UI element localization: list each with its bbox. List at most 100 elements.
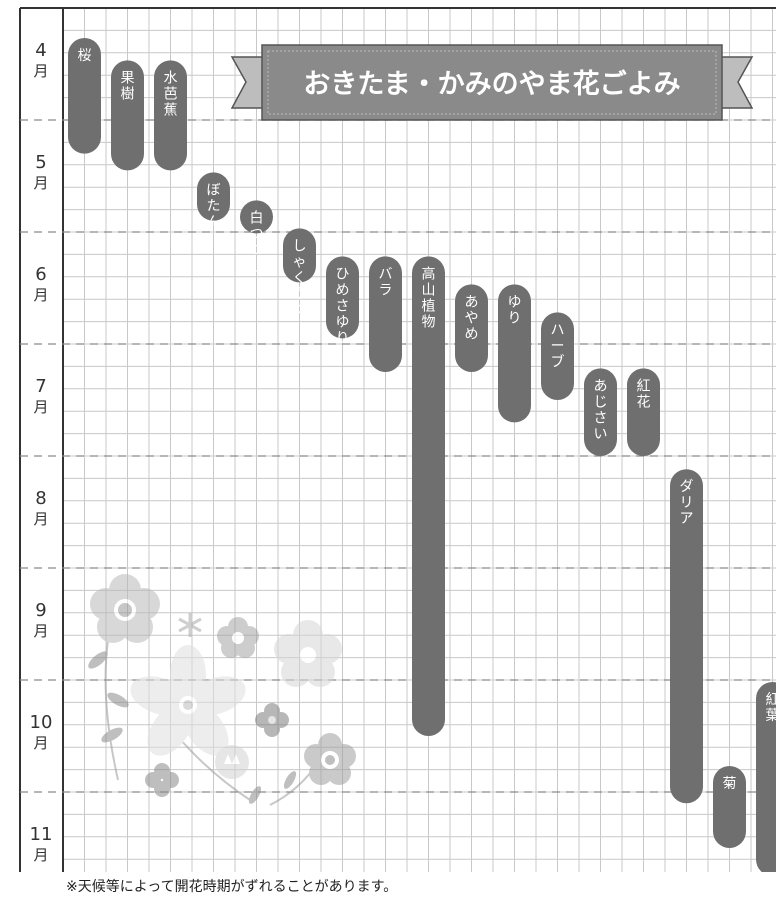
bloom-bar-label: バ	[379, 266, 393, 282]
bloom-bar-group: 水芭蕉	[154, 60, 187, 171]
bloom-bar	[627, 368, 660, 456]
bloom-bar-label: あ	[594, 378, 608, 394]
bloom-bar-label: ー	[551, 338, 565, 354]
bloom-bar-label: 桜	[78, 48, 92, 64]
bloom-bar	[713, 766, 746, 848]
bloom-bar-label: や	[465, 310, 479, 326]
bloom-bar-label: ひ	[336, 266, 350, 282]
bloom-bar-label: め	[336, 282, 350, 298]
bloom-bar-group: 紅葉	[756, 682, 776, 876]
footnote: ※天候等によって開花時期がずれることがあります。	[66, 878, 397, 895]
bloom-bar	[283, 228, 316, 283]
month-number: 9	[35, 600, 46, 621]
flower-decoration-icon	[88, 574, 356, 806]
bloom-bar-label: 物	[422, 314, 436, 330]
month-number: 11	[30, 824, 53, 845]
bloom-bar	[369, 256, 402, 372]
bloom-bar-label: ダ	[680, 479, 694, 495]
bloom-bar-label: 白	[250, 210, 264, 226]
bloom-bar-label: ラ	[379, 282, 393, 298]
bloom-bar-group: ぼたん	[197, 172, 230, 230]
chart-title: おきたま・かみのやま花ごよみ	[303, 68, 680, 100]
month-unit: 月	[33, 62, 48, 80]
month-unit: 月	[33, 174, 48, 192]
bloom-bar-group: ゆり	[498, 284, 531, 423]
bloom-bar-label: り	[336, 330, 350, 346]
bloom-bar-label: 植	[422, 298, 436, 314]
bloom-bar-label: い	[594, 426, 608, 442]
month-unit: 月	[33, 286, 48, 304]
bloom-bar-label: り	[508, 310, 522, 326]
month-number: 7	[35, 376, 46, 397]
month-unit: 月	[33, 398, 48, 416]
bloom-bar-group: 果樹	[111, 60, 144, 171]
bloom-bar-label: く	[293, 270, 307, 286]
bloom-bar-label: ゆ	[336, 314, 350, 330]
bloom-bar	[670, 469, 703, 804]
bloom-bar-label: 水	[164, 70, 178, 86]
bloom-bar-label: や	[293, 286, 307, 302]
bloom-bar-label: じ	[250, 258, 264, 274]
bloom-bar-label: 芭	[164, 85, 178, 102]
bloom-bar-label: 蕉	[164, 102, 178, 118]
bloom-bar-label: ゆ	[508, 294, 522, 310]
banner-body	[261, 44, 723, 121]
bloom-bar-group: 桜	[68, 38, 101, 154]
bloom-bar-label: さ	[336, 298, 350, 314]
bloom-bar	[412, 256, 445, 736]
bloom-bar	[584, 368, 617, 456]
month-number: 5	[35, 152, 46, 173]
bloom-bar-label: ん	[207, 214, 221, 230]
bloom-bar-label: あ	[465, 294, 479, 310]
bloom-bar-group: バラ	[369, 256, 402, 372]
month-unit: 月	[33, 622, 48, 640]
bloom-bar	[111, 60, 144, 171]
bloom-bar-label: 紅	[766, 692, 776, 708]
bloom-bar-label: く	[293, 302, 307, 318]
bloom-bar-label: ア	[680, 511, 694, 527]
bloom-bar	[541, 312, 574, 400]
bloom-bar-label: つ	[250, 242, 264, 258]
bloom-bar	[154, 60, 187, 171]
month-number: 10	[30, 712, 53, 733]
bloom-bar	[756, 682, 776, 876]
bloom-bar-label: ゃ	[293, 254, 307, 270]
month-number: 4	[35, 40, 46, 61]
bloom-bar-label: め	[465, 326, 479, 342]
bloom-bar-label: ぼ	[207, 182, 221, 198]
bloom-bar-label: ブ	[551, 353, 565, 370]
bloom-bar-label: 葉	[766, 708, 776, 724]
bloom-bar-group: ダリア	[670, 469, 703, 804]
bloom-bar-label: ハ	[551, 322, 565, 338]
bloom-bar-group: 紅花	[627, 368, 660, 456]
bloom-bar-label: た	[207, 198, 221, 214]
title-banner: おきたま・かみのやま花ごよみ	[230, 44, 754, 121]
bloom-bar-label: し	[293, 238, 307, 254]
bloom-bar-label: じ	[594, 394, 608, 410]
bloom-bar-label: 山	[422, 282, 436, 298]
bloom-bar	[326, 256, 359, 339]
flower-illustration	[88, 574, 356, 806]
bloom-bar-label: 樹	[121, 86, 135, 102]
bloom-bar-group: 菊	[713, 766, 746, 848]
bloom-bar-label: 花	[637, 394, 651, 410]
month-number: 8	[35, 488, 46, 509]
bloom-bar	[240, 200, 273, 234]
month-unit: 月	[33, 734, 48, 752]
bloom-bar-label: つ	[250, 226, 264, 242]
bloom-bar-label: リ	[680, 495, 694, 511]
bloom-bar-group: ハーブ	[541, 312, 574, 400]
bloom-bar	[455, 284, 488, 372]
bloom-bar	[68, 38, 101, 154]
month-unit: 月	[33, 510, 48, 528]
month-number: 6	[35, 264, 46, 285]
month-unit: 月	[33, 846, 48, 864]
